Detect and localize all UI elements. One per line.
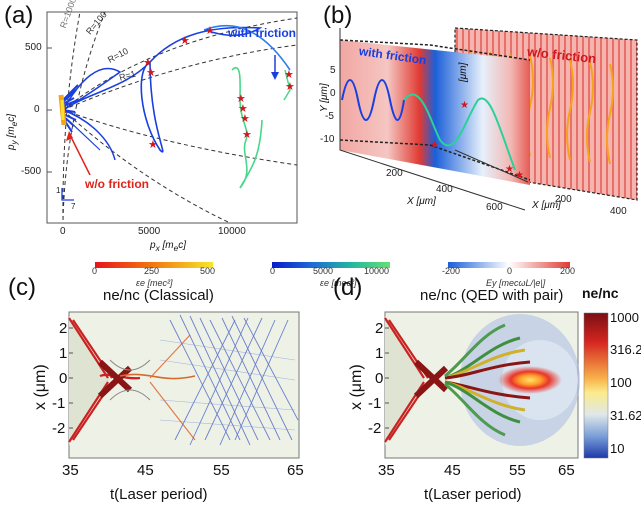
panel-d-title: ne/nc (QED with pair) [420,287,564,304]
panel-a-y-tick: 500 [25,42,42,53]
panel-d-y-tick: -1 [368,395,382,412]
panel-a-x-axis-label: px [mec] [150,240,187,253]
panel-b-x-tick: 400 [436,184,453,195]
panel-a-scale-mark: 7 [71,202,76,211]
colorbar-tick: 0 [270,266,276,276]
panel-b-y-tick: 5 [330,65,336,76]
panel-d-x-tick: 35 [378,462,395,479]
colorbar-label: εe [mec²] [136,278,173,288]
svg-text:★: ★ [148,138,158,151]
panel-d-colorbar-tick: 31.62 [610,408,641,423]
panel-b-label: (b) [323,2,353,29]
colorbar-tick: -200 [442,266,461,276]
panel-c-x-tick: 55 [213,462,230,479]
panel-a-x-tick: 0 [60,226,66,237]
colorbar-energy-friction [95,262,213,268]
panel-c-y-tick: 2 [59,320,68,337]
svg-text:★: ★ [284,68,294,81]
panel-c-title: ne/nc (Classical) [103,287,214,304]
panel-d-y-tick: 2 [375,320,384,337]
panel-a-scale-mark: 1 [56,186,61,195]
panel-d-colorbar-title: ne/nc [582,285,619,301]
panel-d-y-tick: -2 [368,420,382,437]
panel-c-x-tick: 45 [137,462,154,479]
panel-d-y-tick: 0 [375,370,384,387]
colorbar-field [448,262,570,268]
panel-a-without-friction: w/o friction [85,177,149,191]
panel-a-y-tick: -500 [21,166,42,177]
panel-b-plot: ★★★★ [339,27,638,211]
panel-c-y-tick: 0 [59,370,68,387]
panel-b-x-axis-label-right: X [μm] [532,200,561,211]
colorbar-energy-track [272,262,390,268]
panel-c-label: (c) [8,274,36,301]
panel-d-colorbar-tick: 10 [610,441,625,456]
svg-text:★: ★ [146,66,156,79]
svg-text:★: ★ [240,112,250,125]
colorbar-tick: 500 [200,266,216,276]
colorbar-tick: 10000 [364,266,390,276]
panel-a-x-tick: 5000 [138,226,161,237]
panel-d-colorbar-tick: 1000 [610,310,639,325]
panel-c-y-tick: -1 [52,395,66,412]
panel-b-x-tick: 200 [555,194,572,205]
panel-d-x-axis-label: t(Laser period) [424,486,522,503]
panel-d-colorbar-tick: 316.2 [610,342,641,357]
panel-a-label: (a) [4,2,34,29]
panel-c-y-tick: -2 [52,420,66,437]
panel-c-y-tick: 1 [59,345,68,362]
svg-text:★: ★ [242,128,252,141]
svg-text:★: ★ [180,34,190,47]
panel-a-y-tick: 0 [34,104,40,115]
panel-c-x-tick: 65 [287,462,304,479]
panel-b-y-tick: 0 [330,88,336,99]
colorbar-tick: 200 [560,266,576,276]
panel-d-x-tick: 55 [509,462,526,479]
colorbar-label: Ey [mecωL/|e|] [486,278,546,288]
panel-c-x-axis-label: t(Laser period) [110,486,208,503]
panel-d-x-tick: 65 [558,462,575,479]
panel-b-y-tick: -5 [325,111,334,122]
panel-d-label: (d) [333,274,363,301]
svg-text:★: ★ [143,56,153,69]
colorbar-tick: 5000 [313,266,334,276]
svg-text:★: ★ [460,100,469,111]
svg-text:★: ★ [285,80,295,93]
panel-b-x-tick: 400 [610,206,627,217]
panel-c-x-tick: 35 [62,462,79,479]
panel-c-plot [68,311,300,459]
panel-d-colorbar-tick: 100 [610,375,632,390]
svg-text:★: ★ [205,24,215,37]
panel-d-x-tick: 45 [444,462,461,479]
svg-text:★: ★ [236,92,246,105]
svg-text:★: ★ [505,164,514,175]
colorbar-tick: 0 [507,266,513,276]
panel-a-with-friction: with friction [228,26,296,40]
panel-a-x-tick: 10000 [218,226,246,237]
panel-b-y-tick: -10 [320,134,335,145]
panel-d-y-axis-label: x (μm) [348,364,365,410]
svg-text:★: ★ [238,102,248,115]
panel-b-x-tick: 600 [486,202,503,213]
colorbar-tick: 0 [92,266,98,276]
colorbar-tick: 250 [144,266,160,276]
panel-b-x-tick: 200 [386,168,403,179]
svg-text:★: ★ [430,140,439,151]
panel-d-y-tick: 1 [375,345,384,362]
panel-b-x-axis-label-left: X [μm] [407,196,436,207]
svg-text:★: ★ [515,170,524,181]
colorbar-label: εe [mec²] [320,278,357,288]
panel-a-plot: ★★★ ★★★ ★★★ ★★ [46,11,298,224]
